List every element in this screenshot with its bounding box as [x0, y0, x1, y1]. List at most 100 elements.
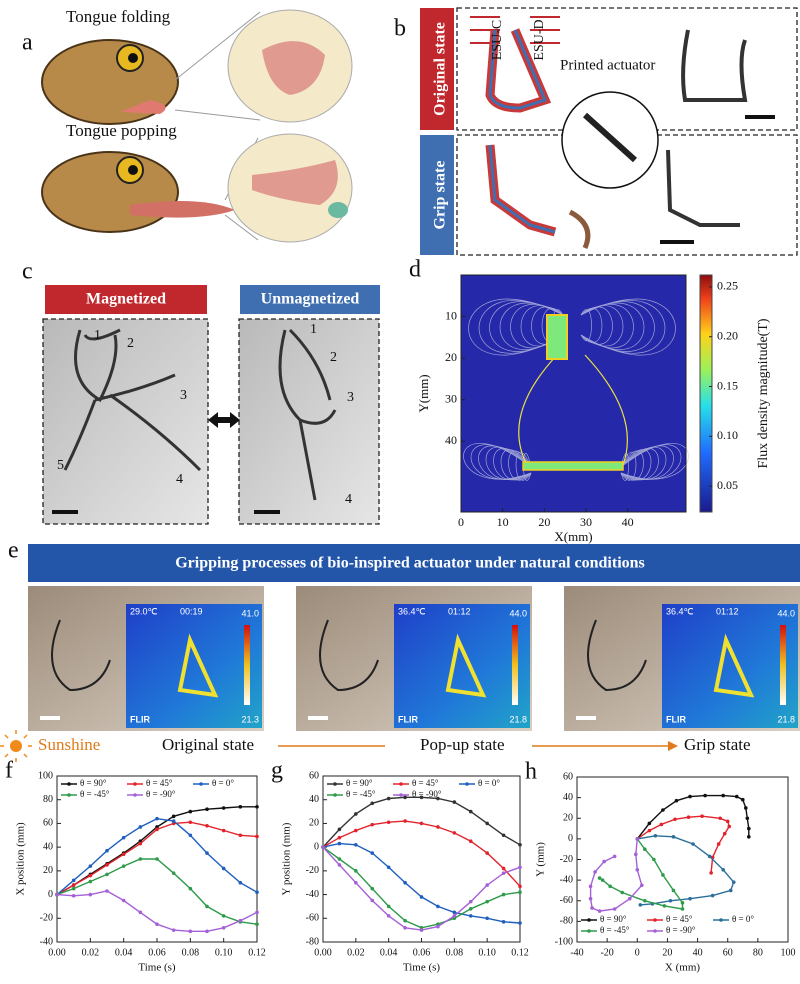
x-tick-label: 20 — [662, 947, 672, 958]
x-tick-label: 0 — [458, 515, 464, 529]
series-marker — [71, 883, 76, 887]
magnet — [522, 461, 624, 471]
series-marker — [205, 807, 209, 811]
series-marker — [205, 851, 209, 855]
field-line — [485, 446, 532, 480]
series-marker — [188, 809, 193, 814]
field-line — [515, 451, 532, 481]
field-line — [580, 309, 592, 342]
thermal-scale — [244, 625, 250, 705]
x-tick-label: 20 — [538, 515, 550, 529]
series-marker — [728, 888, 733, 893]
field-line — [478, 300, 564, 354]
series-marker — [255, 890, 259, 894]
series-marker — [71, 878, 76, 883]
temperature: 29.0℃ — [130, 606, 158, 616]
series-marker — [337, 841, 342, 846]
y-tick-label: -60 — [306, 913, 319, 924]
series-marker — [627, 896, 632, 901]
banner-text: Gripping processes of bio-inspired actua… — [175, 555, 645, 572]
series-marker — [354, 842, 358, 847]
field-line — [620, 448, 659, 480]
thermal-image — [126, 604, 262, 728]
series-marker — [501, 871, 506, 876]
marker: 2 — [330, 350, 337, 365]
stage-row — [0, 730, 678, 762]
series-marker — [452, 910, 457, 915]
scale-bar — [308, 716, 328, 720]
panel-label: c — [22, 259, 33, 285]
y-axis-label: Y position (mm) — [281, 822, 293, 895]
series-marker — [337, 863, 342, 867]
series-marker — [725, 819, 730, 824]
series-marker — [718, 816, 722, 821]
field-line — [580, 301, 655, 352]
series-marker — [468, 907, 473, 911]
marker: 2 — [127, 336, 134, 351]
scale-bar — [40, 716, 60, 720]
x-tick-label: 0.00 — [314, 947, 332, 958]
legend-label: θ = -90° — [412, 789, 442, 799]
series-marker — [661, 873, 665, 877]
series-marker — [88, 879, 93, 884]
series-marker — [370, 886, 375, 891]
y-tick-label: -40 — [306, 889, 319, 900]
field-line — [463, 443, 532, 480]
scale-min: 21.8 — [509, 714, 527, 724]
decoration — [299, 409, 337, 425]
x-tick-label: -20 — [600, 947, 613, 958]
field-line — [500, 449, 532, 481]
series-marker — [661, 808, 665, 812]
y-tick-label: 0 — [48, 889, 53, 900]
series-marker — [638, 903, 643, 907]
series-marker — [205, 904, 209, 909]
y-tick-label: 40 — [563, 792, 573, 803]
timer: 01:12 — [716, 606, 739, 616]
decoration — [94, 373, 176, 402]
series-marker — [468, 839, 473, 844]
banner — [28, 544, 800, 582]
series-marker — [518, 890, 522, 894]
x-axis-label: X (mm) — [665, 962, 700, 974]
x-tick-label: 0.12 — [248, 947, 266, 958]
x-tick-label: 0.10 — [215, 947, 233, 958]
timer: 01:12 — [448, 606, 471, 616]
field-line — [620, 449, 652, 481]
series-marker — [602, 859, 606, 864]
series-marker — [436, 796, 440, 801]
series-marker — [612, 907, 617, 911]
series-marker — [691, 842, 695, 846]
field-line — [620, 450, 644, 481]
legend-label: θ = 45° — [146, 778, 173, 788]
series-marker — [403, 795, 407, 800]
series-marker — [321, 845, 325, 849]
decoration — [488, 29, 548, 110]
series-marker — [221, 866, 226, 871]
series-marker — [55, 892, 59, 897]
legend-label: θ = 0° — [478, 778, 500, 788]
decoration — [262, 41, 325, 95]
series-marker — [674, 798, 679, 803]
legend-swatch-marker — [199, 782, 203, 786]
legend-swatch-marker — [399, 793, 403, 797]
x-tick-label: 0.02 — [82, 947, 100, 958]
series-marker — [205, 929, 209, 934]
series-marker — [88, 873, 93, 878]
frames: 29.0℃ 00:19 41.0 21.3 FLIR 36.4℃ 01:12 44.0 21.8… — [28, 586, 800, 731]
x-tick-label: 100 — [781, 947, 796, 958]
state-tab — [420, 8, 454, 130]
thermal-image — [662, 604, 798, 728]
series-marker — [710, 893, 715, 898]
actuator-photo — [51, 619, 111, 692]
unit-label: ESU-D — [532, 19, 547, 60]
series-marker — [354, 869, 358, 873]
field-line — [493, 448, 532, 480]
caption: Tongue popping — [66, 121, 177, 140]
legend-label: θ = 45° — [666, 914, 693, 924]
decoration — [328, 202, 348, 218]
field-line — [620, 452, 629, 481]
scale-min: 21.3 — [241, 714, 259, 724]
series-marker — [635, 868, 640, 872]
legend-swatch-marker — [653, 929, 657, 933]
